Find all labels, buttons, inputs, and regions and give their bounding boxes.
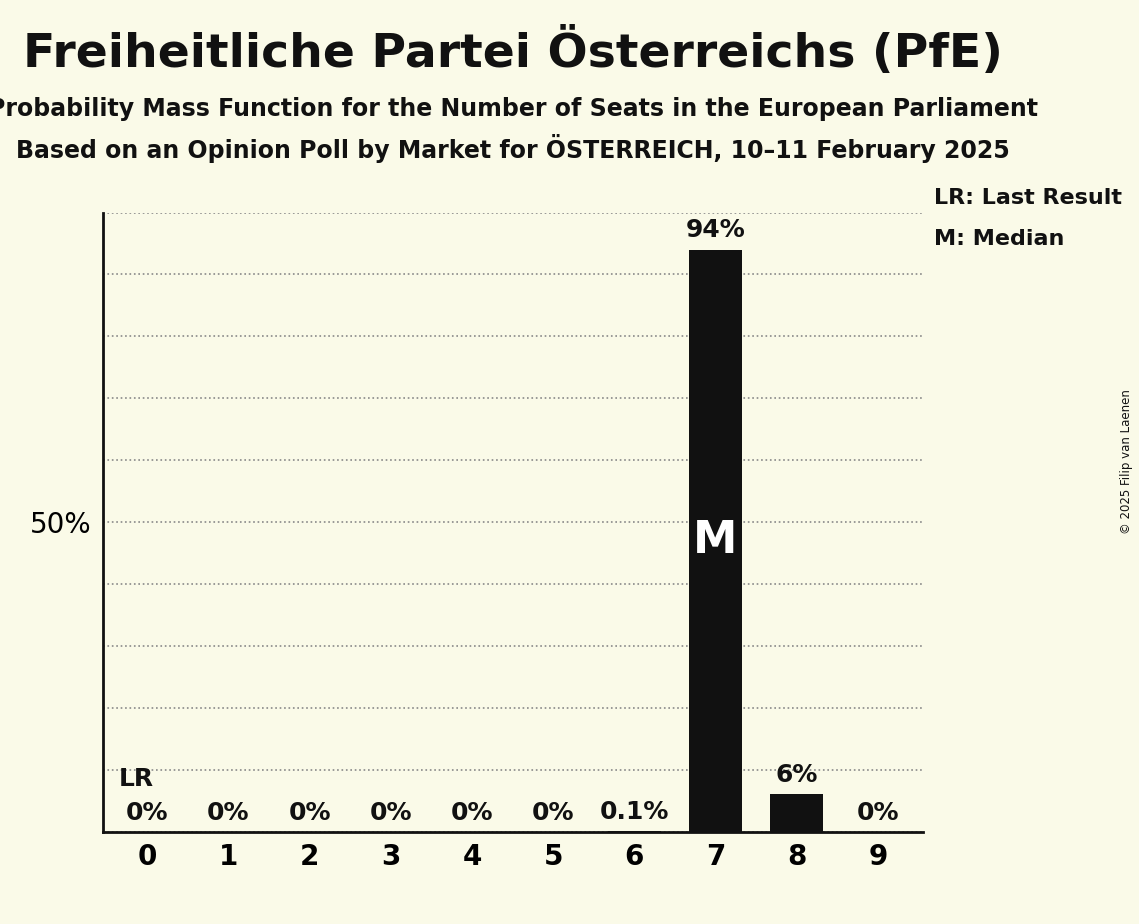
Text: 0%: 0% — [126, 801, 169, 825]
Text: Probability Mass Function for the Number of Seats in the European Parliament: Probability Mass Function for the Number… — [0, 97, 1038, 121]
Text: LR: LR — [118, 767, 154, 791]
Text: 0%: 0% — [207, 801, 249, 825]
Text: LR: Last Result: LR: Last Result — [934, 188, 1122, 208]
Text: 0%: 0% — [288, 801, 330, 825]
Text: © 2025 Filip van Laenen: © 2025 Filip van Laenen — [1121, 390, 1133, 534]
Bar — [689, 249, 741, 832]
Text: 6%: 6% — [776, 763, 818, 787]
Text: 0%: 0% — [369, 801, 412, 825]
Bar — [770, 795, 823, 832]
Text: 0.1%: 0.1% — [599, 799, 669, 823]
Text: Freiheitliche Partei Österreichs (PfE): Freiheitliche Partei Österreichs (PfE) — [23, 28, 1002, 77]
Text: 0%: 0% — [857, 801, 899, 825]
Text: 94%: 94% — [686, 218, 745, 242]
Text: M: M — [694, 519, 738, 562]
Text: M: Median: M: Median — [934, 229, 1064, 249]
Text: 0%: 0% — [532, 801, 574, 825]
Text: 0%: 0% — [451, 801, 493, 825]
Text: Based on an Opinion Poll by Market for ÖSTERREICH, 10–11 February 2025: Based on an Opinion Poll by Market for Ö… — [16, 134, 1009, 163]
